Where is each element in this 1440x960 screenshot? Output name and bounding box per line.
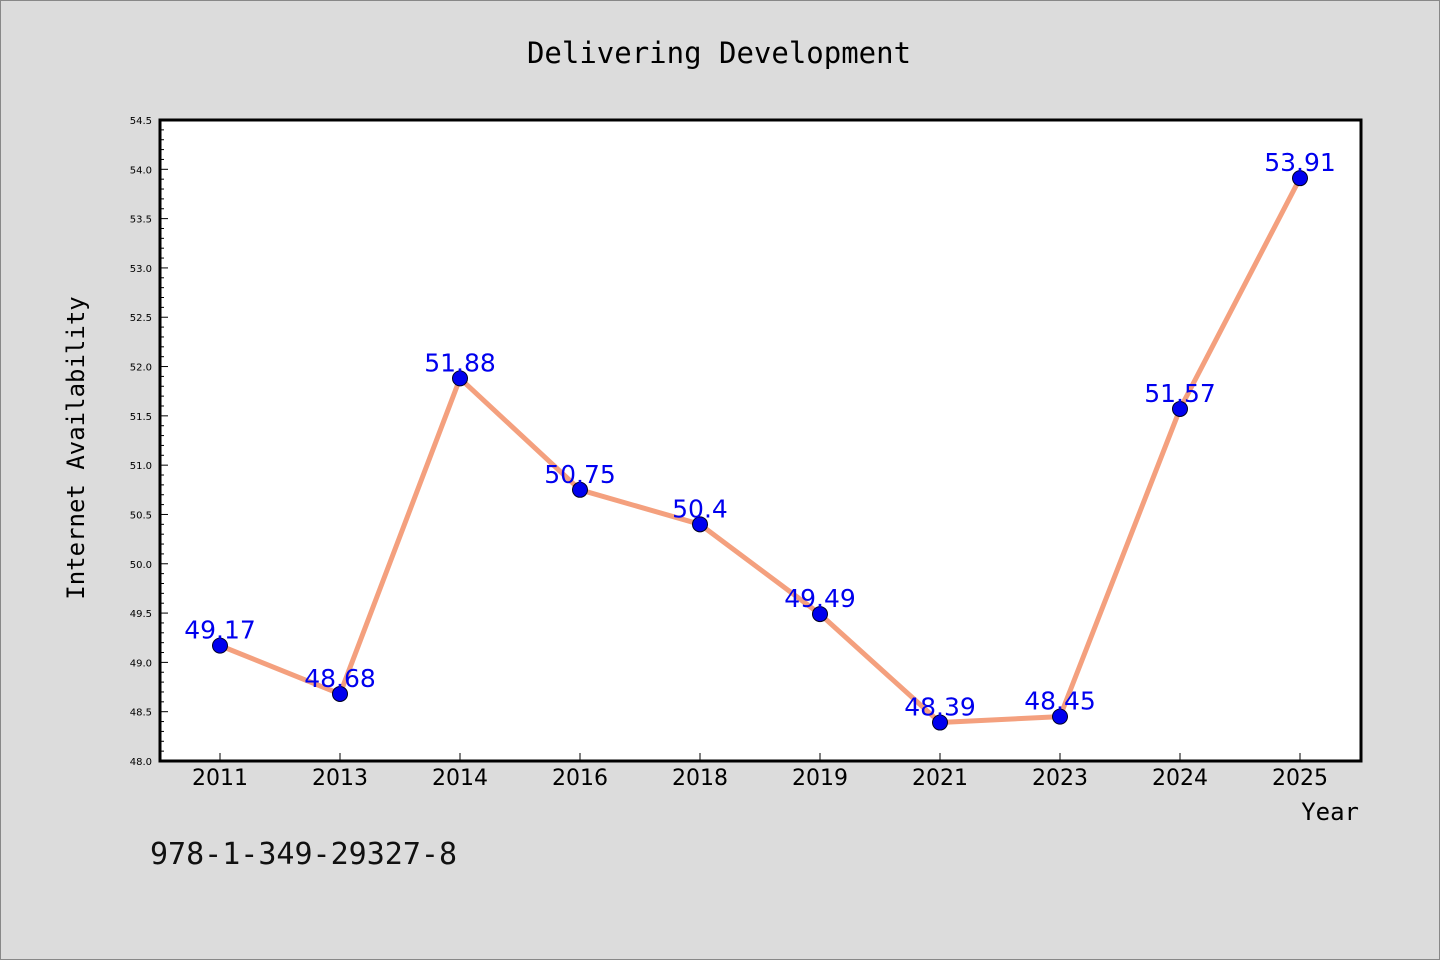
data-label: 50.4 bbox=[672, 494, 728, 523]
data-point bbox=[1172, 400, 1188, 417]
data-label: 49.17 bbox=[184, 616, 256, 645]
data-point bbox=[212, 637, 228, 654]
data-point bbox=[692, 516, 708, 533]
y-tick-label: 53.5 bbox=[130, 215, 152, 226]
x-tick-label: 2025 bbox=[1272, 766, 1328, 791]
data-label: 48.39 bbox=[904, 693, 976, 722]
data-point bbox=[452, 370, 468, 387]
y-tick-label: 52.5 bbox=[130, 313, 152, 324]
y-tick-label: 48.0 bbox=[130, 757, 152, 768]
data-label: 48.68 bbox=[304, 664, 376, 693]
plot-frame bbox=[158, 118, 1363, 763]
x-tick-label: 2021 bbox=[912, 766, 968, 791]
y-tick-label: 54.0 bbox=[130, 165, 152, 176]
x-axis: 2011 2013 2014 2016 2018 2019 2021 2023 2024 2025 bbox=[192, 753, 1328, 791]
x-tick-label: 2013 bbox=[312, 766, 368, 791]
x-tick-label: 2019 bbox=[792, 766, 848, 791]
data-point bbox=[1292, 170, 1308, 187]
chart-title: Delivering Development bbox=[527, 36, 911, 70]
y-tick-label: 50.0 bbox=[130, 560, 152, 571]
y-axis-label: Internet Availability bbox=[62, 296, 90, 599]
y-axis: 48.0 48.5 49.0 49.5 50.0 50.5 51.0 51.5 52.0 52.5… bbox=[130, 116, 168, 768]
data-label: 51.88 bbox=[424, 348, 496, 377]
data-label: 48.45 bbox=[1024, 687, 1096, 716]
y-tick-label: 53.0 bbox=[130, 264, 152, 275]
isbn-footer: 978-1-349-29327-8 bbox=[150, 837, 457, 872]
x-axis-label: Year bbox=[1301, 798, 1359, 826]
x-tick-label: 2014 bbox=[432, 766, 488, 791]
marker-group bbox=[212, 170, 1308, 731]
y-tick-label: 48.5 bbox=[130, 708, 152, 719]
y-tick-label: 49.0 bbox=[130, 658, 152, 669]
data-label-group: 49.17 48.68 51.88 50.75 50.4 49.49 48.39 48.45 5… bbox=[184, 148, 1336, 721]
data-label: 49.49 bbox=[784, 584, 856, 613]
y-tick-label: 51.5 bbox=[130, 412, 152, 423]
plot-area bbox=[160, 120, 1361, 761]
data-label: 50.75 bbox=[544, 460, 616, 489]
x-tick-label: 2011 bbox=[192, 766, 248, 791]
y-tick-label: 50.5 bbox=[130, 510, 152, 521]
data-point bbox=[332, 685, 348, 702]
data-point bbox=[812, 606, 828, 623]
data-label: 51.57 bbox=[1144, 379, 1216, 408]
x-tick-label: 2024 bbox=[1152, 766, 1208, 791]
data-point bbox=[1052, 708, 1068, 725]
series-line bbox=[217, 175, 1303, 726]
series-line-group bbox=[217, 175, 1303, 726]
y-tick-label: 52.0 bbox=[130, 363, 152, 374]
data-label: 53.91 bbox=[1264, 148, 1336, 177]
y-tick-label: 51.0 bbox=[130, 461, 152, 472]
y-tick-label: 49.5 bbox=[130, 609, 152, 620]
x-tick-label: 2016 bbox=[552, 766, 608, 791]
data-point bbox=[572, 481, 588, 498]
x-tick-label: 2023 bbox=[1032, 766, 1088, 791]
x-tick-label: 2018 bbox=[672, 766, 728, 791]
data-point bbox=[932, 714, 948, 731]
y-tick-label: 54.5 bbox=[130, 116, 152, 127]
